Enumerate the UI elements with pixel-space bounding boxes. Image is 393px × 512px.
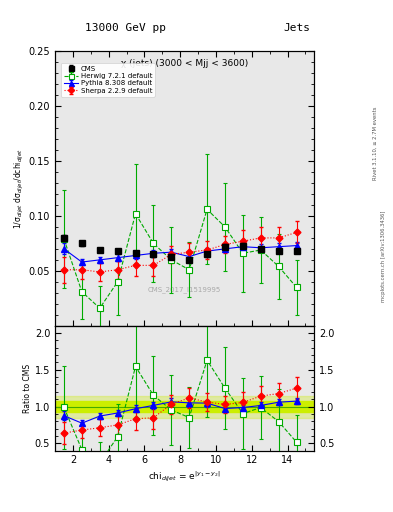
Text: χ (jets) (3000 < Mjj < 3600): χ (jets) (3000 < Mjj < 3600) xyxy=(121,59,248,69)
Text: Jets: Jets xyxy=(283,23,310,33)
Legend: CMS, Herwig 7.2.1 default, Pythia 8.308 default, Sherpa 2.2.9 default: CMS, Herwig 7.2.1 default, Pythia 8.308 … xyxy=(61,63,155,97)
Y-axis label: 1/σ$_{dijet}$ dσ$_{dijet}$/dchi$_{dijet}$: 1/σ$_{dijet}$ dσ$_{dijet}$/dchi$_{dijet}… xyxy=(13,148,26,229)
Text: CMS_2017_I1519995: CMS_2017_I1519995 xyxy=(148,287,221,293)
Text: Rivet 3.1.10, ≥ 2.7M events: Rivet 3.1.10, ≥ 2.7M events xyxy=(373,106,378,180)
Text: mcplots.cern.ch [arXiv:1306.3436]: mcplots.cern.ch [arXiv:1306.3436] xyxy=(381,210,386,302)
X-axis label: chi$_{dijet}$ = e$^{|y_1-y_2|}$: chi$_{dijet}$ = e$^{|y_1-y_2|}$ xyxy=(148,470,221,484)
Y-axis label: Ratio to CMS: Ratio to CMS xyxy=(23,364,32,413)
Text: 13000 GeV pp: 13000 GeV pp xyxy=(85,23,166,33)
Bar xyxy=(55,395,314,417)
Bar xyxy=(55,400,314,412)
